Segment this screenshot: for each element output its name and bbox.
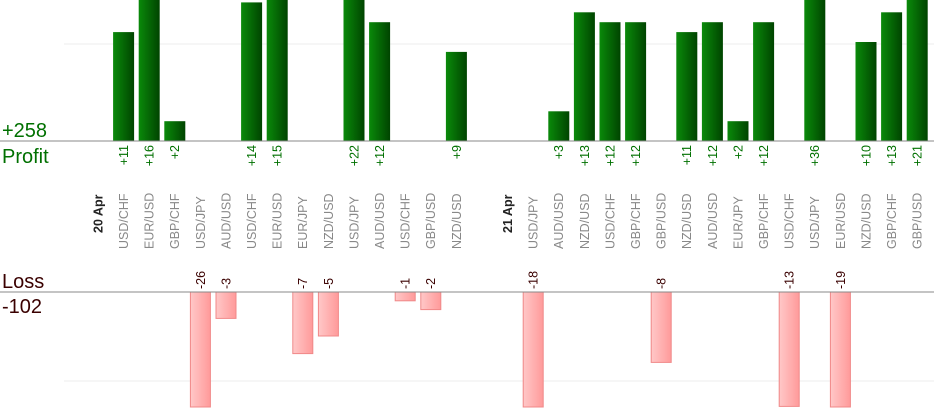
pair-label: USD/JPY	[527, 196, 541, 249]
profit-value-label: +11	[680, 145, 694, 165]
loss-bar	[317, 291, 339, 337]
profit-bar	[625, 22, 647, 142]
pair-label: GBP/CHF	[168, 193, 182, 249]
pair-label: USD/CHF	[783, 193, 797, 249]
loss-value-label: -18	[527, 271, 541, 289]
pair-label: AUD/USD	[373, 193, 387, 249]
pair-label: USD/JPY	[808, 196, 822, 249]
loss-bar	[189, 291, 211, 408]
loss-value-label: -19	[834, 271, 848, 289]
profit-value-label: +16	[143, 145, 157, 166]
profit-value-label: +36	[808, 145, 822, 166]
profit-bar	[906, 0, 928, 141]
profit-bar	[599, 22, 621, 142]
pair-label: NZD/USD	[322, 193, 336, 249]
profit-bar	[855, 42, 877, 141]
pair-label: EUR/USD	[143, 193, 157, 249]
pair-label: EUR/JPY	[296, 196, 310, 249]
loss-value-label: -26	[194, 271, 208, 289]
loss-value-label: -13	[783, 271, 797, 289]
pair-label: GBP/CHF	[629, 193, 643, 249]
profit-bar	[241, 2, 263, 142]
profit-value-label: +12	[757, 145, 771, 166]
loss-bar	[394, 291, 416, 302]
profit-bar	[138, 0, 160, 141]
profit-value-label: +2	[731, 145, 745, 159]
loss-value-label: -2	[424, 278, 438, 289]
loss-value-label: -8	[655, 278, 669, 289]
profit-bar	[727, 121, 749, 141]
date-label: 21 Apr	[501, 194, 515, 233]
loss-bar	[650, 291, 672, 363]
profit-bar	[881, 12, 903, 141]
pair-label: GBP/USD	[911, 193, 925, 249]
profit-bar	[369, 22, 391, 142]
pair-label: USD/CHF	[603, 193, 617, 249]
profit-value-label: +13	[885, 145, 899, 166]
pair-label: EUR/USD	[834, 193, 848, 249]
pair-label: AUD/USD	[552, 193, 566, 249]
profit-value-label: +2	[168, 145, 182, 159]
loss-total: -102	[2, 296, 42, 318]
pair-label: USD/CHF	[117, 193, 131, 249]
pair-label: EUR/JPY	[731, 196, 745, 249]
pair-label: NZD/USD	[680, 193, 694, 249]
profit-value-label: +3	[552, 145, 566, 159]
pair-label: AUD/USD	[706, 193, 720, 249]
loss-value-label: -7	[296, 278, 310, 289]
pair-label: USD/CHF	[245, 193, 259, 249]
profit-bar	[266, 0, 288, 141]
profit-value-label: +9	[450, 145, 464, 159]
date-label: 20 Apr	[91, 194, 105, 233]
pair-label: USD/JPY	[194, 196, 208, 249]
profit-value-label: +15	[271, 145, 285, 166]
loss-bar	[215, 291, 237, 319]
profit-value-label: +22	[347, 145, 361, 166]
pair-label: USD/JPY	[347, 196, 361, 249]
profit-bar	[753, 22, 775, 142]
loss-bar	[292, 291, 314, 355]
loss-bar	[522, 291, 544, 408]
pair-label: GBP/USD	[424, 193, 438, 249]
profit-value-label: +12	[373, 145, 387, 166]
pair-label: AUD/USD	[219, 193, 233, 249]
loss-bar	[829, 291, 851, 408]
pair-label: GBP/USD	[655, 193, 669, 249]
profit-bar	[804, 0, 826, 141]
profit-value-label: +13	[578, 145, 592, 166]
loss-label: Loss	[2, 271, 44, 293]
profit-total: +258	[2, 120, 47, 142]
loss-bar	[778, 291, 800, 407]
profit-value-label: +12	[706, 145, 720, 166]
profit-bar	[445, 51, 467, 141]
loss-value-label: -5	[322, 278, 336, 289]
loss-value-label: -3	[219, 278, 233, 289]
pair-label: EUR/USD	[271, 193, 285, 249]
pair-label: USD/CHF	[399, 193, 413, 249]
profit-value-label: +14	[245, 145, 259, 166]
profit-bar	[701, 22, 723, 142]
pair-label: GBP/CHF	[757, 193, 771, 249]
profit-value-label: +12	[603, 145, 617, 166]
loss-value-label: -1	[399, 278, 413, 289]
profit-value-label: +11	[117, 145, 131, 165]
pair-label: NZD/USD	[859, 193, 873, 249]
profit-value-label: +10	[859, 145, 873, 166]
pair-label: GBP/CHF	[885, 193, 899, 249]
profit-bar	[548, 111, 570, 141]
pair-label: NZD/USD	[578, 193, 592, 249]
profit-bar	[676, 32, 698, 141]
loss-bar	[420, 291, 442, 311]
pair-label: NZD/USD	[450, 193, 464, 249]
profit-value-label: +21	[911, 145, 925, 166]
profit-label: Profit	[2, 146, 49, 168]
profit-value-label: +12	[629, 145, 643, 166]
profit-bar	[113, 32, 135, 141]
profit-bar	[343, 0, 365, 141]
profit-bar	[164, 121, 186, 141]
profit-bar	[573, 12, 595, 141]
